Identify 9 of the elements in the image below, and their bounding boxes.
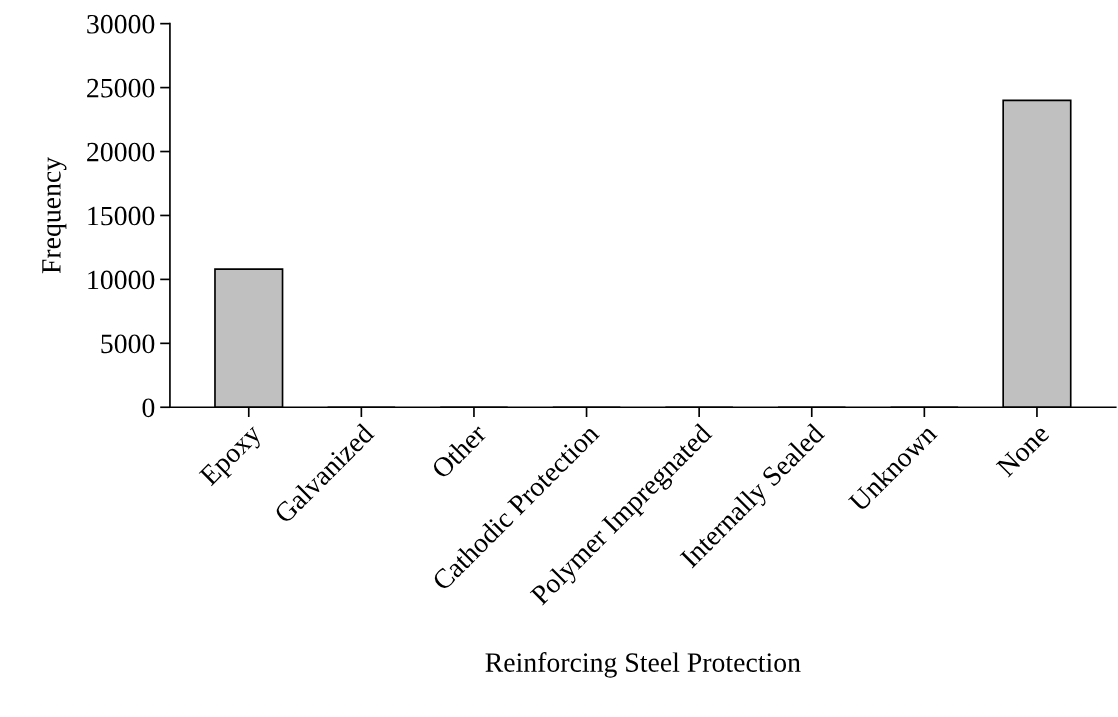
y-tick-label: 5000 (101, 334, 155, 354)
y-axis-title: Frequency (42, 156, 67, 274)
x-axis-title: Reinforcing Steel Protection (485, 652, 801, 678)
y-tick-label: 25000 (87, 78, 155, 98)
y-tick-label: 15000 (88, 206, 155, 226)
y-tick-label: 0 (142, 398, 155, 418)
y-tick-label: 10000 (88, 270, 155, 290)
y-tick-label: 20000 (87, 142, 155, 162)
y-tick-label: 30000 (87, 14, 155, 34)
